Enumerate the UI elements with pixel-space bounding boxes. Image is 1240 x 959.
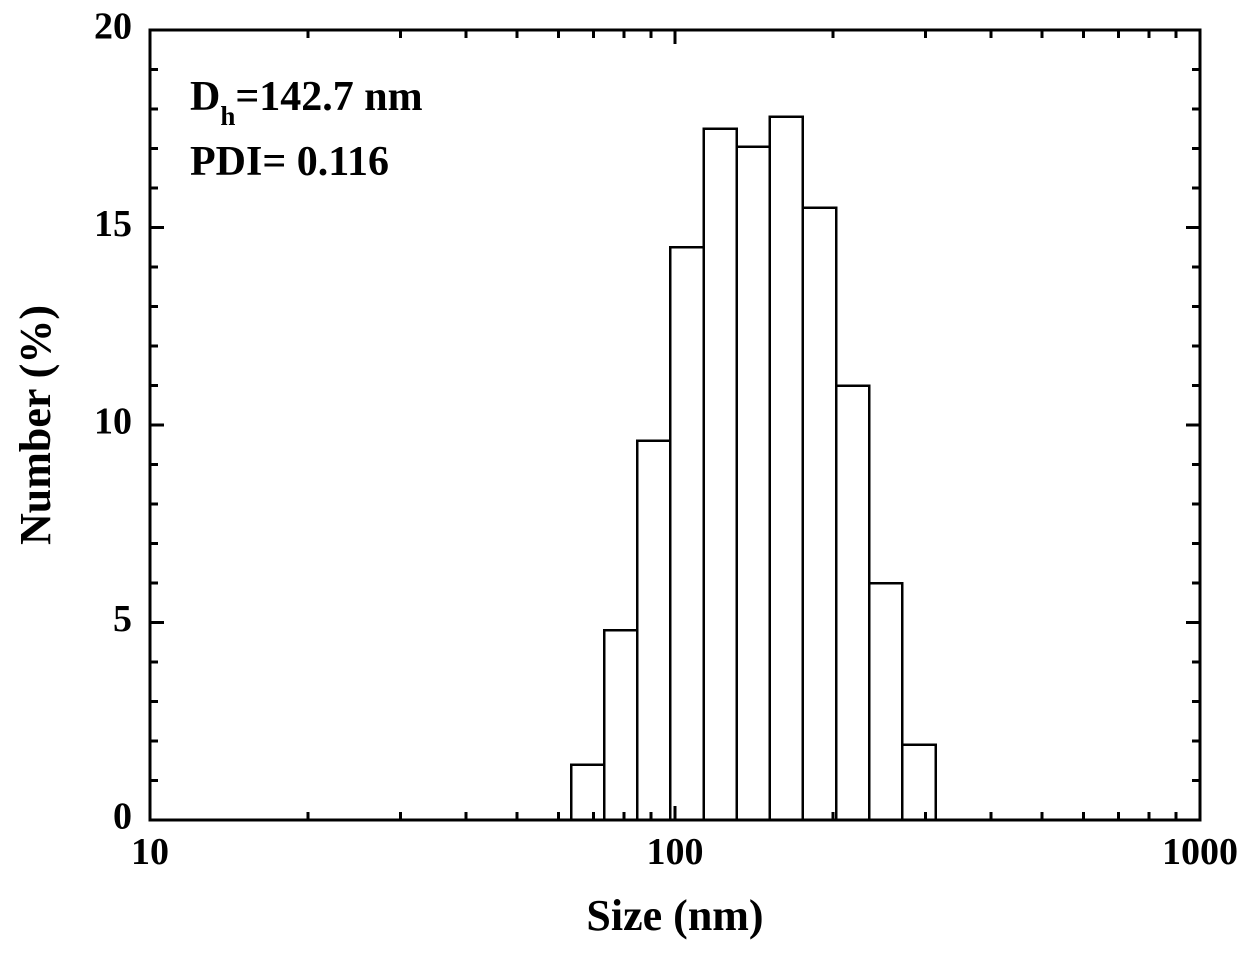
x-tick-label: 1000 [1162,831,1238,873]
size-distribution-histogram: 05101520101001000Number (%)Size (nm)Dh=1… [0,0,1240,959]
y-tick-label: 15 [94,203,132,245]
x-axis-label: Size (nm) [586,891,763,940]
y-tick-label: 10 [94,401,132,443]
histogram-bar [902,745,935,820]
histogram-bar [803,208,836,820]
histogram-bar [770,117,803,820]
x-tick-label: 100 [647,831,704,873]
annotation-pdi: PDI= 0.116 [190,139,389,185]
histogram-bar [571,765,604,820]
histogram-bar [869,583,902,820]
chart-svg: 05101520101001000Number (%)Size (nm)Dh=1… [0,0,1240,959]
histogram-bar [737,147,770,820]
histogram-bar [704,129,737,820]
histogram-bar [670,247,703,820]
x-tick-label: 10 [131,831,169,873]
histogram-bar [836,386,869,821]
y-tick-label: 5 [113,598,132,640]
y-axis-label: Number (%) [11,305,60,545]
y-tick-label: 20 [94,6,132,48]
y-tick-label: 0 [113,796,132,838]
histogram-bar [604,630,637,820]
histogram-bar [637,441,670,820]
